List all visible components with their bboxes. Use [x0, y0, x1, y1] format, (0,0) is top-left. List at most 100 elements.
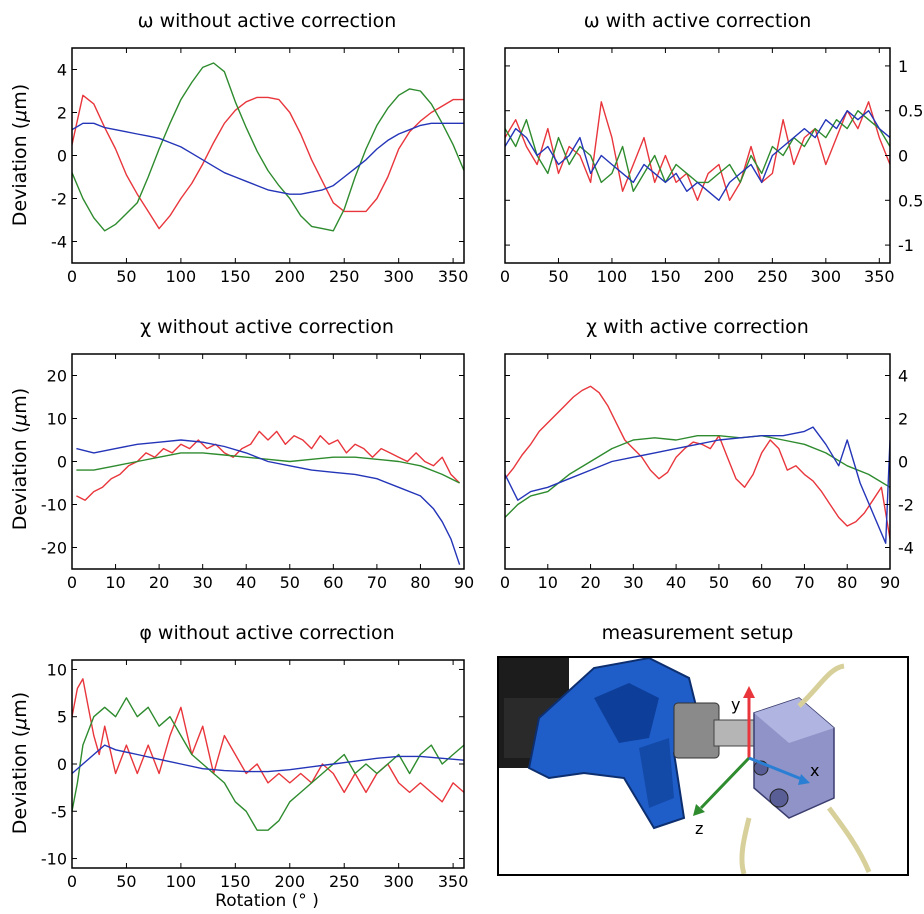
x-tick-label: 150 [650, 267, 681, 286]
x-tick-label: 0 [67, 872, 77, 891]
y-tick-label: -4 [51, 233, 67, 252]
x-tick-label: 80 [410, 573, 430, 592]
x-tick-label: 70 [367, 573, 387, 592]
x-tick-label: 10 [105, 573, 125, 592]
y-tick-label: 5 [57, 708, 67, 727]
y-tick-label: -5 [51, 802, 67, 821]
plot-frame [504, 353, 891, 570]
axis-y-label: y [731, 695, 740, 714]
y-tick-label: 0.5 [898, 102, 923, 121]
x-tick-label: 40 [666, 573, 686, 592]
setup-drawing: y z x [499, 658, 872, 874]
chart-omega-without: 0 50 100 150 200 250 300 350 -4 -2 0 2 4 [51, 47, 469, 286]
x-tick-label: 150 [220, 872, 251, 891]
x-tick-label: 200 [275, 267, 306, 286]
x-tick-label: 60 [323, 573, 343, 592]
plot-frame [71, 659, 465, 869]
arm-recess [594, 683, 659, 743]
spindle-shaft [713, 719, 755, 747]
plot-frame [504, 47, 891, 264]
x-tick-label: 90 [454, 573, 474, 592]
series-line-red [76, 430, 461, 501]
x-tick-label: 50 [280, 573, 300, 592]
block-top [754, 698, 834, 743]
x-tick-label: 350 [864, 267, 895, 286]
y-tick-label: 0 [57, 755, 67, 774]
y-tick-label: -2 [898, 496, 914, 515]
chart-chi-without: 0 10 20 30 40 50 60 70 80 90 -20 -10 0 10 20 [41, 353, 474, 592]
y-tick-label: 2 [57, 104, 67, 123]
chart-chi-with: 0 10 20 30 40 50 60 70 80 90 -4 -2 0 2 4 [500, 353, 914, 592]
series-line-blue [505, 426, 890, 544]
y-tick-label: -2 [51, 190, 67, 209]
y-tick-label: 1 [898, 57, 908, 76]
series-line-green [76, 452, 460, 484]
x-tick-label: 350 [438, 872, 469, 891]
axis-x-arrowhead [798, 774, 810, 785]
series-line-blue [72, 744, 464, 775]
x-tick-label: 300 [383, 267, 414, 286]
axis-x-label: x [810, 761, 819, 780]
panel-title-chi-without: χ without active correction [140, 316, 394, 338]
y-tick-label: 4 [898, 367, 908, 386]
x-tick-label: 50 [116, 267, 136, 286]
ylabel-row2: Deviation (μm) [9, 387, 31, 531]
xlabel-rotation: Rotation (° ) [215, 891, 319, 911]
x-tick-label: 250 [329, 267, 360, 286]
x-tick-label: 50 [116, 872, 136, 891]
spindle-housing [673, 702, 720, 759]
y-tick-label: -4 [898, 539, 914, 558]
x-tick-label: 20 [580, 573, 600, 592]
panel-title-omega-without: ω without active correction [137, 10, 397, 32]
x-tick-label: 300 [811, 267, 842, 286]
chart-omega-with: 0 50 100 150 200 250 300 350-1 0.5 0 0.5 1 [500, 47, 923, 286]
y-tick-label: 4 [57, 61, 67, 80]
x-tick-label: 0 [67, 267, 77, 286]
x-tick-label: 10 [538, 573, 558, 592]
series-line-red [72, 678, 464, 803]
series-line-green [72, 697, 464, 831]
x-tick-label: 100 [597, 267, 628, 286]
x-tick-label: 200 [275, 872, 306, 891]
panel-title-chi-with: χ with active correction [586, 316, 809, 338]
ylabel-row3: Deviation (μm) [9, 691, 31, 835]
series-line-green [72, 62, 464, 232]
x-tick-label: 60 [751, 573, 771, 592]
x-tick-label: 80 [837, 573, 857, 592]
x-tick-label: 40 [236, 573, 256, 592]
sensor-port-1 [769, 788, 789, 808]
x-tick-label: 0 [67, 573, 77, 592]
y-tick-label: -20 [41, 539, 67, 558]
axis-x-arrow [748, 756, 805, 782]
y-tick-label: 10 [47, 660, 67, 679]
x-tick-label: 90 [880, 573, 900, 592]
x-tick-label: 150 [220, 267, 251, 286]
panel-title-omega-with: ω with active correction [583, 10, 812, 32]
x-tick-label: 50 [548, 267, 568, 286]
axis-y-arrowhead [743, 686, 755, 698]
x-tick-label: 20 [149, 573, 169, 592]
y-tick-label: 20 [47, 367, 67, 386]
x-tick-label: 30 [623, 573, 643, 592]
x-tick-label: 0 [500, 267, 510, 286]
cable-bottom [739, 817, 752, 874]
x-tick-label: 100 [166, 267, 197, 286]
y-tick-label: 0.5 [898, 191, 923, 210]
series-line-blue [76, 439, 461, 565]
x-tick-label: 200 [704, 267, 735, 286]
x-tick-label: 250 [329, 872, 360, 891]
x-tick-label: 250 [757, 267, 788, 286]
x-tick-label: 0 [500, 573, 510, 592]
x-tick-label: 350 [438, 267, 469, 286]
y-tick-label: 0 [57, 147, 67, 166]
y-tick-label: -10 [41, 496, 67, 515]
series-line-red [72, 94, 464, 230]
chart-phi-without: 0 50 100 150 200 250 300 350 -10 -5 0 5 10 [41, 659, 469, 891]
x-tick-label: 50 [709, 573, 729, 592]
series-line-red [505, 385, 890, 540]
axis-z-arrow [699, 756, 751, 810]
series-line-green [505, 109, 890, 193]
y-tick-label: -1 [898, 236, 914, 255]
series-line-blue [72, 122, 464, 195]
